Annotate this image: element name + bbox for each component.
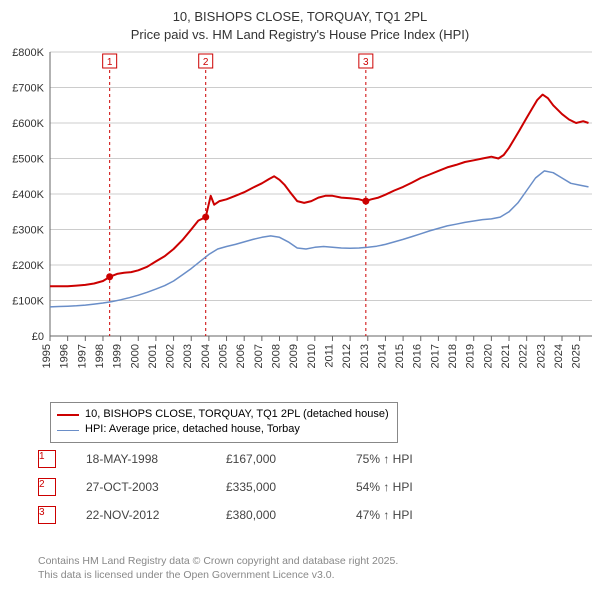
- svg-text:2006: 2006: [235, 344, 247, 368]
- marker-pct: 54% ↑ HPI: [356, 480, 446, 494]
- legend-swatch: [57, 430, 79, 431]
- svg-text:2001: 2001: [147, 344, 159, 368]
- title-line1: 10, BISHOPS CLOSE, TORQUAY, TQ1 2PL: [0, 8, 600, 26]
- svg-text:2024: 2024: [553, 344, 565, 368]
- svg-text:1996: 1996: [59, 344, 71, 368]
- marker-pct: 47% ↑ HPI: [356, 508, 446, 522]
- marker-price: £167,000: [226, 452, 326, 466]
- marker-date: 27-OCT-2003: [86, 480, 196, 494]
- svg-text:2002: 2002: [165, 344, 177, 368]
- svg-text:2016: 2016: [412, 344, 424, 368]
- marker-number-box: 3: [38, 506, 56, 524]
- title-block: 10, BISHOPS CLOSE, TORQUAY, TQ1 2PL Pric…: [0, 0, 600, 43]
- svg-text:2012: 2012: [341, 344, 353, 368]
- svg-text:2013: 2013: [359, 344, 371, 368]
- svg-text:2018: 2018: [447, 344, 459, 368]
- svg-text:2022: 2022: [518, 344, 530, 368]
- footer: Contains HM Land Registry data © Crown c…: [38, 554, 398, 582]
- marker-date: 18-MAY-1998: [86, 452, 196, 466]
- svg-text:2: 2: [203, 57, 209, 68]
- svg-text:1999: 1999: [112, 344, 124, 368]
- svg-text:1998: 1998: [94, 344, 106, 368]
- svg-text:2010: 2010: [306, 344, 318, 368]
- footer-line2: This data is licensed under the Open Gov…: [38, 568, 398, 582]
- marker-table-row: 2 27-OCT-2003 £335,000 54% ↑ HPI: [38, 478, 446, 496]
- legend: 10, BISHOPS CLOSE, TORQUAY, TQ1 2PL (det…: [50, 402, 398, 443]
- svg-text:2015: 2015: [394, 344, 406, 368]
- marker-table-row: 1 18-MAY-1998 £167,000 75% ↑ HPI: [38, 450, 446, 468]
- svg-text:2009: 2009: [288, 344, 300, 368]
- marker-table: 1 18-MAY-1998 £167,000 75% ↑ HPI 2 27-OCT-200…: [38, 450, 446, 534]
- legend-label: 10, BISHOPS CLOSE, TORQUAY, TQ1 2PL (det…: [85, 407, 389, 422]
- svg-text:2004: 2004: [200, 344, 212, 368]
- svg-text:£400K: £400K: [12, 189, 44, 201]
- marker-date: 22-NOV-2012: [86, 508, 196, 522]
- svg-text:2005: 2005: [218, 344, 230, 368]
- svg-text:£500K: £500K: [12, 154, 44, 166]
- svg-text:£700K: £700K: [12, 83, 44, 95]
- svg-text:2000: 2000: [129, 344, 141, 368]
- figure-container: 10, BISHOPS CLOSE, TORQUAY, TQ1 2PL Pric…: [0, 0, 600, 590]
- legend-row: HPI: Average price, detached house, Torb…: [57, 422, 389, 437]
- svg-text:1997: 1997: [76, 344, 88, 368]
- marker-price: £380,000: [226, 508, 326, 522]
- svg-text:2007: 2007: [253, 344, 265, 368]
- legend-label: HPI: Average price, detached house, Torb…: [85, 422, 300, 437]
- svg-text:£100K: £100K: [12, 296, 44, 308]
- marker-table-row: 3 22-NOV-2012 £380,000 47% ↑ HPI: [38, 506, 446, 524]
- svg-text:2020: 2020: [482, 344, 494, 368]
- svg-text:2003: 2003: [182, 344, 194, 368]
- svg-text:2019: 2019: [465, 344, 477, 368]
- legend-row: 10, BISHOPS CLOSE, TORQUAY, TQ1 2PL (det…: [57, 407, 389, 422]
- svg-text:2014: 2014: [376, 344, 388, 368]
- chart: £0 £100K £200K £300K £400K £500K £600K £700K £80…: [0, 46, 600, 396]
- svg-text:2008: 2008: [271, 344, 283, 368]
- svg-text:£200K: £200K: [12, 260, 44, 272]
- marker-number-box: 2: [38, 478, 56, 496]
- svg-text:1995: 1995: [41, 344, 53, 368]
- svg-text:£0: £0: [32, 331, 44, 343]
- marker-number-box: 1: [38, 450, 56, 468]
- svg-text:3: 3: [363, 57, 369, 68]
- svg-text:£800K: £800K: [12, 47, 44, 59]
- footer-line1: Contains HM Land Registry data © Crown c…: [38, 554, 398, 568]
- svg-text:1: 1: [107, 57, 113, 68]
- svg-text:2023: 2023: [535, 344, 547, 368]
- title-line2: Price paid vs. HM Land Registry's House …: [0, 26, 600, 44]
- legend-swatch: [57, 414, 79, 416]
- svg-text:£600K: £600K: [12, 118, 44, 130]
- svg-text:£300K: £300K: [12, 225, 44, 237]
- svg-text:2011: 2011: [323, 344, 335, 368]
- svg-text:2025: 2025: [571, 344, 583, 368]
- marker-pct: 75% ↑ HPI: [356, 452, 446, 466]
- marker-price: £335,000: [226, 480, 326, 494]
- chart-svg: £0 £100K £200K £300K £400K £500K £600K £700K £80…: [0, 46, 600, 396]
- svg-text:2021: 2021: [500, 344, 512, 368]
- svg-text:2017: 2017: [429, 344, 441, 368]
